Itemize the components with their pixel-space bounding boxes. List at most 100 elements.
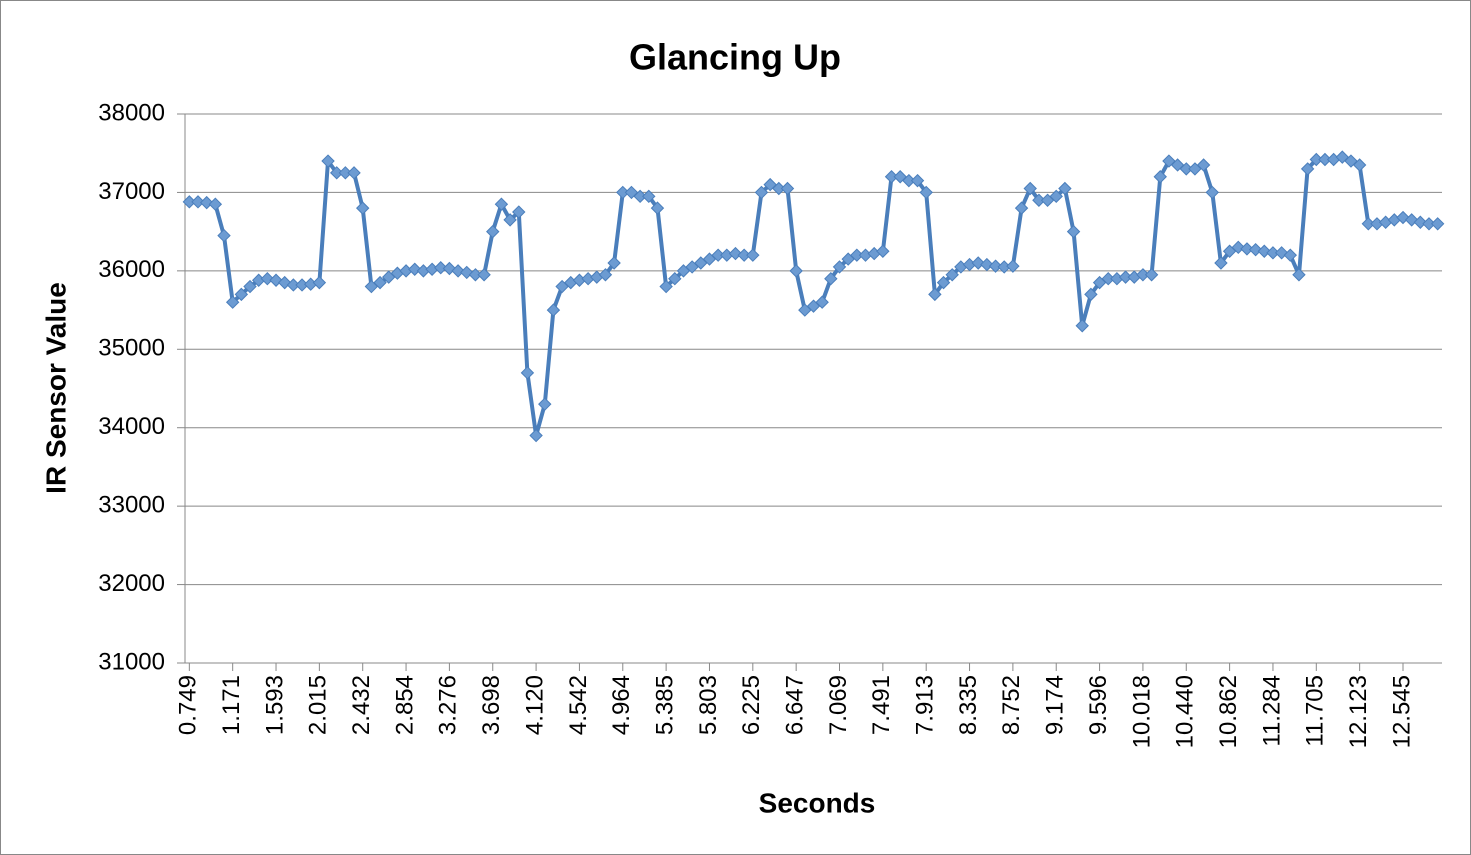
data-marker — [1066, 224, 1081, 239]
data-marker — [451, 264, 465, 278]
data-marker — [754, 185, 769, 200]
data-marker — [642, 189, 656, 204]
data-marker — [1300, 162, 1315, 176]
data-marker — [607, 256, 621, 270]
data-marker — [1084, 287, 1098, 302]
data-marker — [1170, 158, 1185, 172]
x-tick-label: 11.284 — [1258, 675, 1285, 747]
data-marker — [1014, 201, 1029, 215]
data-marker — [434, 261, 448, 275]
data-marker — [1396, 210, 1410, 225]
data-marker — [763, 177, 777, 192]
data-marker — [208, 197, 223, 211]
x-tick-label: 7.069 — [825, 675, 852, 735]
x-tick-label: 12.123 — [1345, 675, 1372, 748]
x-tick-label: 5.803 — [695, 675, 722, 735]
data-marker — [520, 366, 535, 380]
data-marker — [919, 185, 933, 200]
data-marker — [234, 287, 249, 302]
data-marker — [486, 224, 500, 239]
x-tick-label: 7.491 — [868, 675, 895, 735]
data-marker — [659, 279, 673, 294]
y-tick-label: 37000 — [98, 178, 165, 205]
x-tick-label: 10.862 — [1215, 675, 1242, 748]
x-tick-label: 0.749 — [175, 675, 202, 735]
data-marker — [1058, 181, 1072, 196]
y-tick-label: 36000 — [98, 256, 165, 283]
x-tick-label: 1.593 — [261, 675, 288, 735]
y-tick-label: 38000 — [98, 99, 165, 126]
data-marker — [225, 295, 240, 309]
data-marker — [650, 201, 665, 215]
data-marker — [477, 268, 491, 282]
x-tick-label: 10.440 — [1172, 675, 1199, 748]
data-marker — [1430, 217, 1445, 231]
data-marker — [980, 257, 994, 272]
x-tick-label: 6.225 — [738, 675, 765, 735]
x-tick-label: 9.596 — [1085, 675, 1112, 735]
data-marker — [1292, 268, 1306, 282]
data-marker — [945, 268, 959, 282]
data-marker — [1257, 244, 1271, 258]
x-tick-label: 3.698 — [478, 675, 505, 735]
data-marker — [1413, 215, 1428, 229]
data-marker — [1240, 242, 1254, 256]
data-marker — [815, 295, 829, 309]
data-marker — [780, 181, 795, 196]
x-tick-label: 11.705 — [1302, 675, 1329, 747]
data-marker — [1049, 189, 1063, 204]
data-marker — [824, 271, 838, 286]
data-marker — [538, 397, 552, 411]
data-marker — [512, 205, 526, 219]
x-tick-label: 12.545 — [1388, 675, 1415, 748]
data-marker — [746, 248, 760, 262]
y-tick-label: 32000 — [98, 570, 165, 597]
data-marker — [1352, 158, 1367, 172]
x-tick-label: 10.018 — [1128, 675, 1155, 748]
data-marker — [199, 195, 214, 210]
x-tick-label: 9.174 — [1042, 675, 1069, 735]
x-tick-label: 2.432 — [348, 675, 375, 735]
data-marker — [408, 262, 422, 276]
data-marker — [624, 185, 639, 200]
x-tick-label: 6.647 — [782, 675, 809, 735]
data-marker — [876, 244, 890, 258]
data-marker — [1023, 181, 1037, 196]
data-marker — [832, 260, 847, 274]
data-marker — [269, 273, 283, 287]
data-marker — [529, 428, 543, 443]
y-axis-title: IR Sensor Value — [40, 282, 71, 494]
x-tick-label: 2.015 — [305, 675, 332, 735]
data-marker — [546, 303, 561, 317]
x-tick-label: 8.335 — [955, 675, 982, 735]
data-marker — [1404, 213, 1419, 227]
data-marker — [356, 201, 370, 215]
data-marker — [668, 271, 682, 286]
data-marker — [243, 279, 257, 294]
data-marker — [1205, 185, 1219, 200]
x-tick-label: 4.120 — [521, 675, 548, 735]
data-marker — [260, 271, 275, 286]
data-marker — [728, 246, 743, 261]
data-marker — [988, 259, 1003, 273]
data-marker — [373, 275, 387, 290]
x-axis-title: Seconds — [759, 787, 876, 818]
x-tick-label: 5.385 — [651, 675, 678, 735]
x-tick-label: 4.542 — [565, 675, 592, 735]
data-marker — [910, 173, 925, 188]
x-tick-label: 4.964 — [608, 675, 635, 735]
data-marker — [347, 166, 361, 180]
y-tick-label: 33000 — [98, 491, 165, 518]
data-marker — [893, 170, 907, 184]
chart-title: Glancing Up — [629, 37, 841, 78]
data-marker — [1144, 268, 1159, 282]
data-marker — [1231, 240, 1245, 255]
data-marker — [598, 268, 613, 282]
data-marker — [494, 197, 509, 211]
data-marker — [928, 287, 942, 302]
x-tick-label: 1.171 — [218, 675, 245, 735]
data-marker — [1214, 256, 1228, 270]
data-marker — [1196, 158, 1211, 172]
data-marker — [1075, 319, 1089, 333]
